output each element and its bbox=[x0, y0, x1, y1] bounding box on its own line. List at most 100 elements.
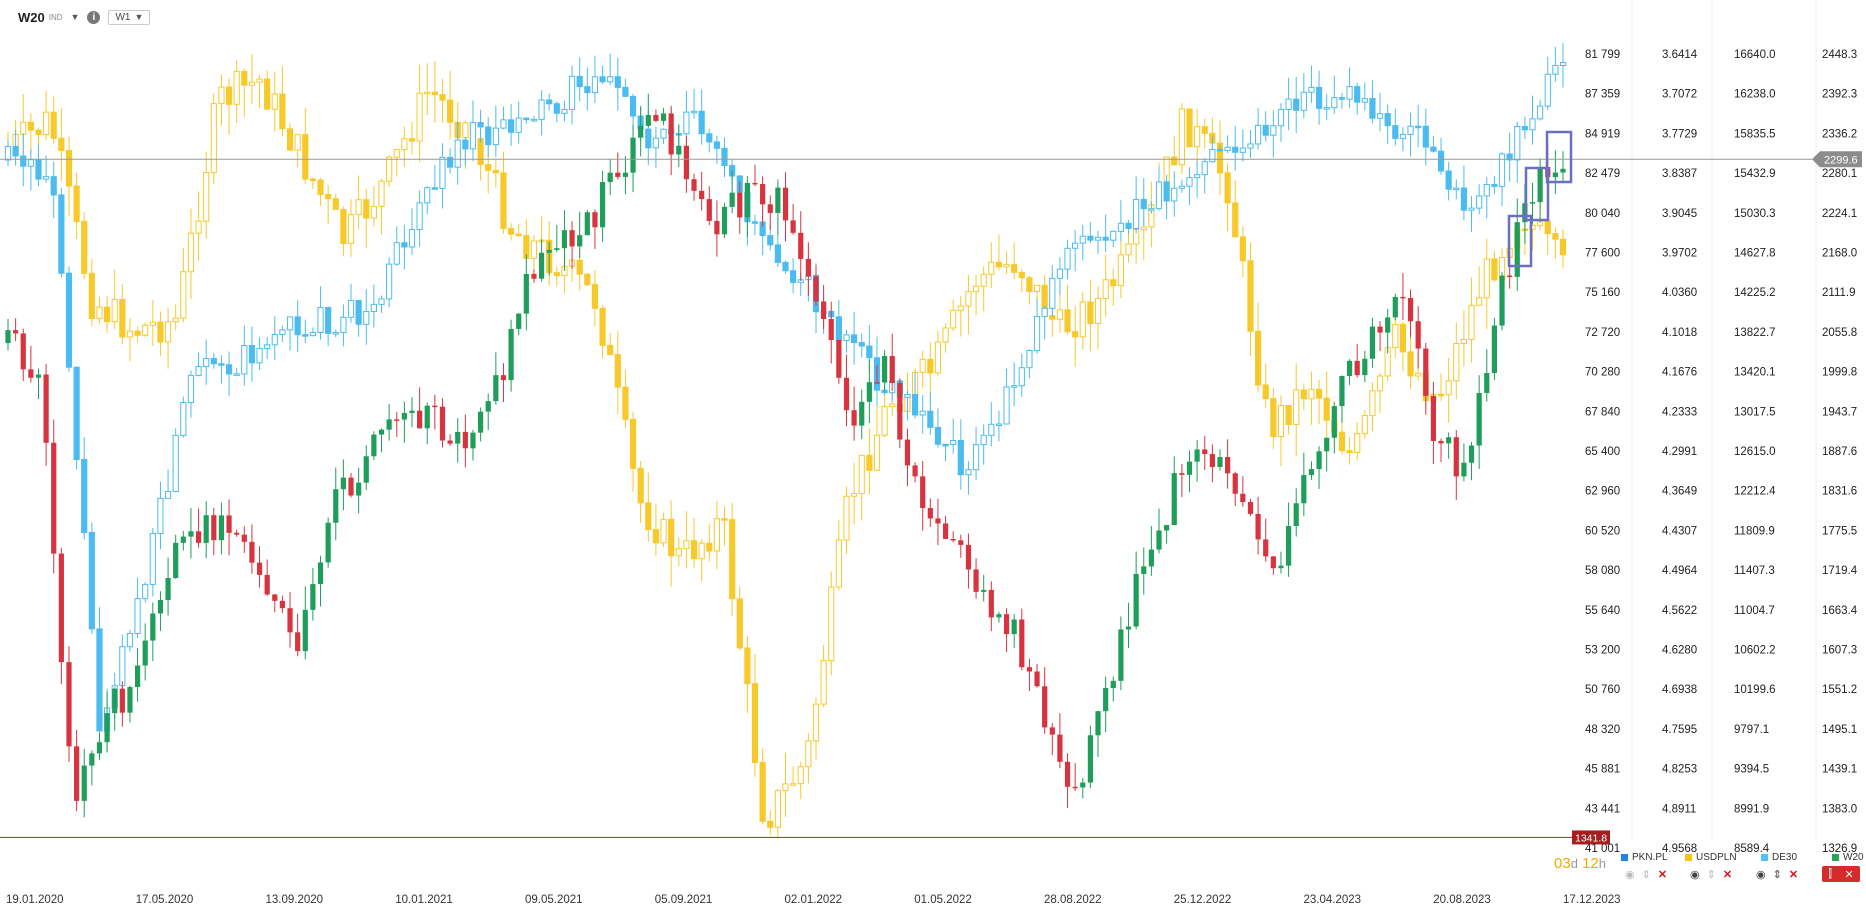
w20-candle bbox=[973, 569, 979, 592]
w20-candle bbox=[1263, 539, 1269, 557]
de30-candle bbox=[164, 490, 172, 499]
timeframe-select[interactable]: W1 ▼ bbox=[108, 9, 151, 25]
reorder-icon[interactable]: ⇕ bbox=[1641, 869, 1651, 881]
de30-candle bbox=[1384, 113, 1391, 127]
de30-candle bbox=[1171, 187, 1178, 202]
usdpln-candle bbox=[622, 386, 629, 420]
chevron-down-icon[interactable]: ▼ bbox=[70, 12, 80, 22]
w20-candle bbox=[150, 613, 156, 641]
eye-icon[interactable]: ◉ bbox=[1625, 869, 1635, 881]
y-tick-label: 2055.8 bbox=[1822, 327, 1857, 339]
y-tick-label: 1775.5 bbox=[1822, 525, 1857, 537]
usdpln-candle bbox=[1445, 380, 1452, 396]
legend-label: DE30 bbox=[1772, 852, 1798, 863]
w20-candle bbox=[66, 662, 72, 747]
w20-candle bbox=[180, 536, 186, 543]
de30-candle bbox=[1247, 143, 1254, 149]
de30-candle bbox=[1521, 126, 1528, 131]
w20-candle bbox=[1354, 360, 1360, 376]
usdpln-candle bbox=[142, 324, 149, 336]
usdpln-candle bbox=[652, 529, 660, 544]
usdpln-candle bbox=[1315, 388, 1323, 399]
w20-candle bbox=[1392, 296, 1398, 318]
close-icon[interactable]: ✕ bbox=[1844, 868, 1854, 881]
de30-candle bbox=[35, 159, 42, 180]
de30-candle bbox=[1453, 187, 1460, 191]
w20-candle bbox=[241, 534, 247, 542]
de30-candle bbox=[683, 111, 690, 135]
reorder-icon[interactable]: ⇕ bbox=[1706, 869, 1716, 881]
de30-candle bbox=[1049, 277, 1056, 309]
de30-candle bbox=[210, 358, 217, 365]
symbol-label[interactable]: W20 bbox=[18, 9, 45, 25]
de30-candle bbox=[149, 533, 156, 585]
w20-controls[interactable]: ⫿ ✕ bbox=[1822, 866, 1860, 882]
eye-icon[interactable]: ◉ bbox=[1690, 869, 1700, 881]
usdpln-candle bbox=[965, 291, 972, 307]
y-tick-label: 4.8253 bbox=[1662, 764, 1697, 776]
close-icon[interactable]: ✕ bbox=[1657, 869, 1668, 881]
close-icon[interactable]: ✕ bbox=[1788, 869, 1799, 881]
usdpln-candle bbox=[942, 327, 949, 343]
w20-candle bbox=[1232, 473, 1238, 494]
close-icon[interactable]: ✕ bbox=[1722, 869, 1733, 881]
de30-controls: ◉ ⇕ ✕ bbox=[1756, 868, 1798, 881]
de30-candle bbox=[751, 221, 759, 224]
w20-candle bbox=[1156, 530, 1162, 550]
usdpln-candle bbox=[1003, 264, 1010, 268]
info-icon[interactable]: i bbox=[87, 10, 101, 24]
usdpln-candle bbox=[65, 150, 73, 187]
y-tick-label: 11407.3 bbox=[1734, 565, 1775, 577]
w20-candle bbox=[249, 541, 255, 563]
w20-candle bbox=[5, 330, 11, 344]
w20-candle bbox=[638, 125, 644, 138]
usdpln-candle bbox=[195, 220, 202, 234]
usdpln-candle bbox=[698, 542, 705, 560]
reorder-icon[interactable]: ⇕ bbox=[1772, 869, 1782, 881]
usdpln-candle bbox=[1262, 384, 1269, 400]
usdpln-candle bbox=[1483, 258, 1490, 299]
w20-candle bbox=[1499, 275, 1505, 326]
de30-candle bbox=[439, 156, 446, 189]
w20-candle bbox=[310, 584, 316, 610]
de30-candle bbox=[416, 202, 423, 231]
de30-candle bbox=[1430, 146, 1437, 152]
usdpln-candle bbox=[248, 81, 256, 86]
de30-candle bbox=[561, 108, 568, 114]
candle-toggle-icon[interactable]: ⫿ bbox=[1828, 867, 1832, 880]
w20-candle bbox=[1430, 395, 1437, 441]
w20-candle bbox=[988, 589, 994, 618]
usdpln-candle bbox=[1201, 126, 1208, 134]
w20-candle bbox=[432, 405, 438, 408]
de30-candle bbox=[1552, 64, 1559, 75]
eye-icon[interactable]: ◉ bbox=[1756, 869, 1766, 881]
w20-candle bbox=[1064, 761, 1071, 787]
usdpln-candle bbox=[485, 164, 492, 171]
usdpln-candle bbox=[1559, 238, 1567, 256]
usdpln-candle bbox=[690, 540, 698, 560]
de30-candle bbox=[1163, 181, 1170, 202]
y-tick-label: 50 760 bbox=[1585, 684, 1620, 696]
de30-candle bbox=[721, 147, 728, 167]
w20-candle bbox=[622, 172, 629, 177]
de30-candle bbox=[546, 99, 553, 105]
w20-candle bbox=[866, 382, 872, 402]
x-tick-label: 28.08.2022 bbox=[1044, 894, 1102, 906]
usdpln-candle bbox=[241, 70, 248, 86]
w20-candle bbox=[699, 190, 705, 200]
usdpln-candle bbox=[858, 454, 865, 495]
w20-candle bbox=[874, 382, 880, 384]
de30-candle bbox=[1506, 153, 1513, 161]
w20-candle bbox=[1453, 437, 1459, 477]
de30-candle bbox=[43, 176, 50, 180]
w20-candle bbox=[1202, 449, 1208, 455]
de30-candle bbox=[1460, 187, 1468, 211]
de30-candle bbox=[1323, 107, 1330, 110]
w20-candle bbox=[897, 383, 903, 440]
y-tick-label: 3.6414 bbox=[1662, 49, 1698, 61]
timer-hours-unit: h bbox=[1598, 856, 1607, 871]
chevron-down-icon: ▼ bbox=[134, 12, 144, 22]
de30-candle bbox=[96, 628, 103, 732]
de30-candle bbox=[576, 75, 583, 88]
